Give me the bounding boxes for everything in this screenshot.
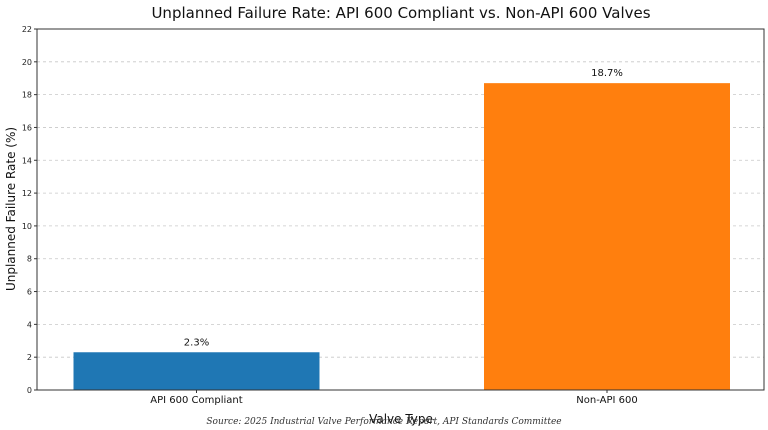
y-tick-label: 4 (27, 320, 32, 329)
y-tick-label: 14 (22, 156, 32, 165)
x-axis-ticks: API 600 Compliant Non-API 600 (150, 390, 638, 406)
x-tick-label: Non-API 600 (576, 395, 637, 406)
data-labels: 2.3% 18.7% (184, 68, 623, 348)
y-tick-label: 10 (22, 222, 32, 231)
y-axis-ticks: 0 2 4 6 8 10 12 14 16 18 20 22 (22, 25, 37, 395)
y-tick-label: 20 (22, 58, 32, 67)
y-tick-label: 2 (27, 353, 32, 362)
bar-value-label: 2.3% (184, 337, 209, 348)
chart-title: Unplanned Failure Rate: API 600 Complian… (151, 4, 650, 22)
y-axis-label: Unplanned Failure Rate (%) (4, 127, 18, 291)
y-tick-label: 0 (27, 386, 32, 395)
x-tick-label: API 600 Compliant (150, 395, 242, 406)
source-note: Source: 2025 Industrial Valve Performanc… (206, 417, 561, 427)
y-tick-label: 22 (22, 25, 32, 34)
bar-non-api-600 (484, 83, 730, 391)
y-tick-label: 8 (27, 255, 32, 264)
y-tick-label: 12 (22, 189, 32, 198)
bar-api-600-compliant (73, 352, 320, 390)
plot-frame (36, 28, 765, 391)
y-tick-label: 6 (27, 288, 32, 297)
y-tick-label: 18 (22, 91, 32, 100)
bars (73, 83, 730, 391)
y-tick-label: 16 (22, 123, 32, 132)
x-axis-label: Valve Type (369, 412, 433, 426)
bar-value-label: 18.7% (591, 68, 623, 79)
